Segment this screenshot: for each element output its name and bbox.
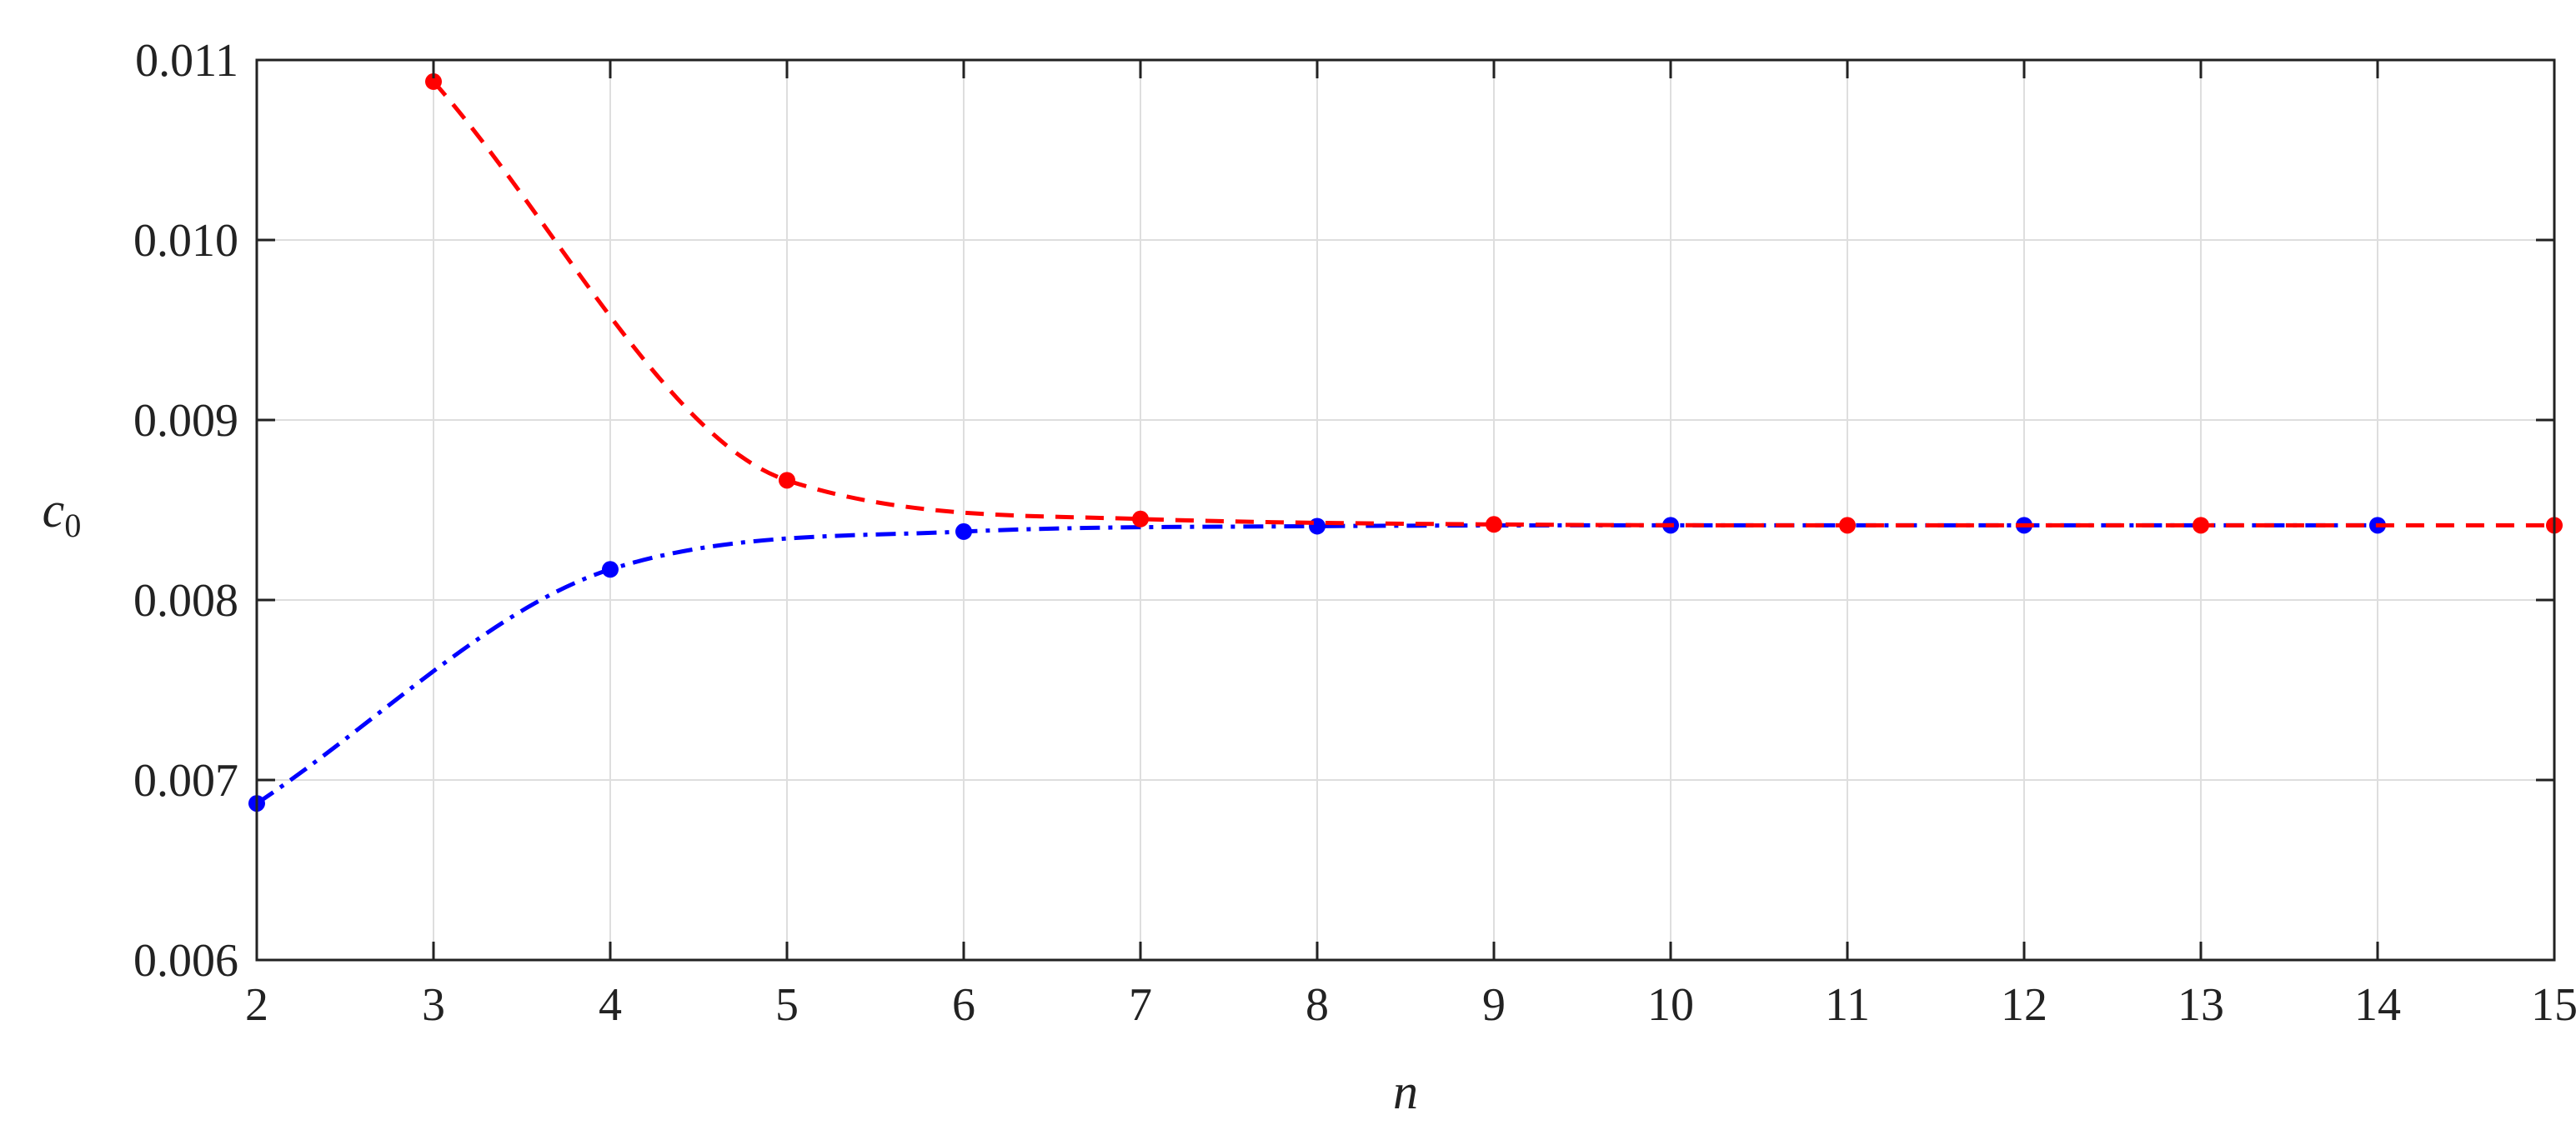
y-tick-label: 0.007 bbox=[133, 755, 238, 807]
y-axis-title-main: c bbox=[43, 482, 65, 538]
x-tick-label: 3 bbox=[422, 979, 445, 1031]
data-point-1 bbox=[1309, 518, 1326, 535]
y-tick-label: 0.008 bbox=[133, 575, 238, 627]
x-tick-label: 6 bbox=[952, 979, 975, 1031]
data-point-1 bbox=[955, 522, 972, 540]
x-tick-label: 15 bbox=[2531, 979, 2576, 1031]
grid bbox=[257, 60, 2554, 960]
ticks: 2 3 4 5 6 7 8 9 10 11 12 13 14 15 0.006 0.007 0.008 0.009… bbox=[133, 35, 2576, 1031]
x-tick-label: 8 bbox=[1306, 979, 1329, 1031]
plot-frame bbox=[255, 58, 2556, 962]
y-axis-title-subscript: 0 bbox=[64, 507, 81, 544]
y-tick-label: 0.009 bbox=[133, 395, 238, 447]
series-layer bbox=[248, 72, 2563, 812]
data-point-0 bbox=[1839, 517, 1856, 534]
data-point-1 bbox=[602, 561, 619, 578]
data-point-0 bbox=[2193, 517, 2209, 534]
x-tick-label: 2 bbox=[245, 979, 268, 1031]
x-tick-label: 11 bbox=[1825, 979, 1870, 1031]
data-point-0 bbox=[1486, 516, 1502, 533]
x-tick-label: 5 bbox=[775, 979, 799, 1031]
data-point-0 bbox=[779, 472, 795, 489]
x-tick-label: 12 bbox=[2001, 979, 2047, 1031]
x-tick-label: 14 bbox=[2354, 979, 2401, 1031]
x-tick-label: 13 bbox=[2178, 979, 2224, 1031]
y-tick-label: 0.010 bbox=[133, 215, 238, 267]
x-tick-label: 4 bbox=[599, 979, 622, 1031]
x-tick-label: 9 bbox=[1482, 979, 1506, 1031]
y-tick-label: 0.011 bbox=[135, 35, 238, 87]
y-axis-title: c0 bbox=[43, 482, 82, 544]
x-tick-label: 7 bbox=[1129, 979, 1152, 1031]
x-axis-title: n bbox=[1393, 1064, 1418, 1119]
y-tick-label: 0.006 bbox=[133, 935, 238, 987]
x-tick-label: 10 bbox=[1647, 979, 1694, 1031]
data-point-0 bbox=[425, 72, 442, 90]
series-0 bbox=[425, 72, 2563, 534]
data-point-0 bbox=[1132, 510, 1149, 528]
